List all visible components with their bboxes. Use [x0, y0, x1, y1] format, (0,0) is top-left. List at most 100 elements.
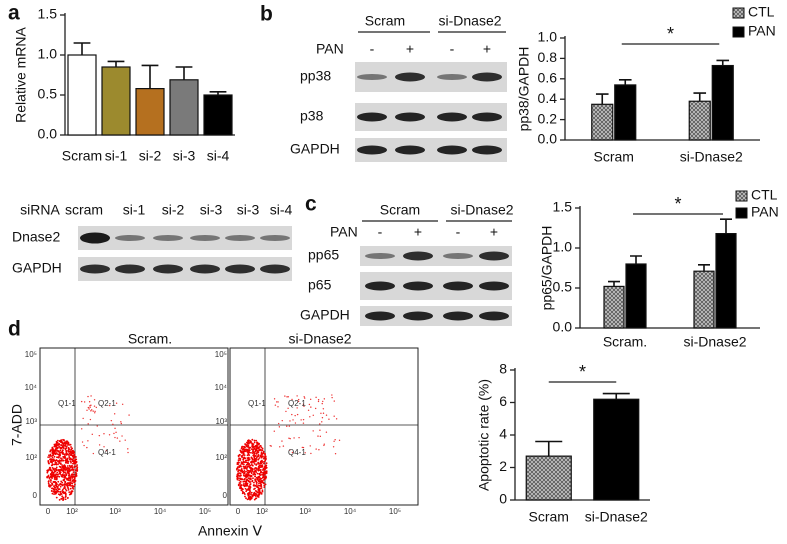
blot-band	[437, 112, 467, 122]
bar	[67, 54, 97, 136]
flow-plot	[39, 347, 229, 506]
flow-dot	[62, 471, 65, 474]
flow-dot	[66, 465, 69, 467]
flow-dot	[68, 491, 71, 494]
flow-dot	[92, 452, 95, 455]
flow-dot	[58, 456, 60, 459]
flow-dot	[56, 439, 59, 442]
flow-dot	[285, 410, 287, 413]
blot-lane-label: scram	[65, 202, 103, 218]
flow-dot	[257, 443, 260, 446]
flow-dot	[50, 474, 53, 477]
flow-dot	[88, 408, 90, 410]
flow-dot	[53, 467, 55, 470]
flow-dot	[288, 437, 290, 439]
flow-y-tick: 10²	[215, 453, 227, 462]
flow-dot	[53, 455, 56, 458]
flow-dot	[237, 474, 240, 477]
flow-dot	[331, 394, 333, 396]
flow-dot	[252, 446, 255, 448]
flow-dot	[281, 440, 283, 442]
flow-dot	[57, 450, 60, 453]
flow-dot	[245, 473, 248, 476]
flow-dot	[52, 490, 55, 493]
flow-dot	[59, 472, 62, 475]
flow-dot	[247, 465, 250, 468]
flow-dot	[50, 460, 52, 463]
blot-row-label: pp65	[308, 247, 339, 263]
flow-dot	[255, 439, 258, 442]
flow-dot	[260, 477, 263, 480]
flow-dot	[237, 455, 240, 458]
flow-dot	[55, 473, 58, 476]
flow-dot	[51, 473, 53, 476]
flow-dot	[297, 398, 300, 401]
flow-dot	[319, 429, 321, 431]
flow-dot	[61, 467, 63, 470]
blot-band	[80, 264, 110, 274]
flow-dot	[72, 450, 75, 453]
flow-dot	[245, 480, 248, 483]
flow-dot	[335, 418, 338, 420]
flow-dot	[331, 396, 333, 399]
flow-dot	[322, 408, 325, 410]
flow-dot	[92, 410, 94, 412]
flow-dot	[248, 446, 251, 449]
quadrant-label: Q1-1	[58, 399, 76, 408]
flow-dot	[251, 479, 254, 482]
flow-dot	[110, 419, 113, 422]
flow-dot	[75, 465, 77, 468]
blot-band	[365, 281, 395, 291]
flow-dot	[70, 474, 73, 476]
flow-dot	[57, 484, 60, 487]
flow-dot	[257, 462, 260, 465]
flow-dot	[67, 467, 70, 470]
flow-dot	[67, 449, 69, 452]
flow-dot	[67, 462, 69, 465]
flow-dot	[239, 454, 241, 456]
flow-dot	[263, 486, 266, 488]
flow-dot	[309, 445, 311, 447]
blot-band	[190, 235, 220, 241]
flow-dot	[252, 477, 254, 480]
flow-dot	[52, 460, 55, 463]
flow-dot	[113, 413, 116, 415]
flow-dot	[259, 454, 262, 457]
flow-dot	[279, 446, 281, 448]
treatment-label: PAN	[330, 224, 358, 240]
blot-row-label: p65	[308, 277, 332, 293]
flow-dot	[90, 395, 92, 397]
flow-dot	[60, 492, 62, 495]
flow-dot	[254, 450, 257, 453]
flow-dot	[61, 449, 64, 452]
blot-row-label: pp38	[300, 68, 331, 84]
flow-x-tick: 10⁵	[199, 507, 211, 516]
flow-dot	[49, 466, 52, 469]
flow-dot	[263, 484, 266, 487]
flow-dot	[262, 450, 265, 453]
blot-row-label: GAPDH	[12, 260, 62, 276]
flow-dot	[262, 475, 265, 478]
flow-dot	[56, 471, 59, 474]
flow-dot	[322, 412, 325, 414]
treatment-sign: +	[414, 224, 422, 240]
flow-dot	[55, 496, 58, 499]
flow-dot	[332, 446, 335, 448]
flow-dot	[256, 477, 259, 480]
flow-dot	[250, 475, 253, 477]
y-tick-label: 0.8	[538, 49, 558, 65]
flow-dot	[245, 483, 247, 486]
legend-swatch	[732, 26, 745, 38]
flow-dot	[56, 456, 58, 459]
flow-dot	[248, 449, 251, 452]
flow-dot	[262, 452, 265, 455]
flow-dot	[242, 461, 245, 463]
flow-dot	[259, 473, 261, 475]
flow-dot	[274, 404, 277, 406]
flow-dot	[245, 461, 248, 464]
flow-dot	[55, 469, 58, 472]
flow-dot	[65, 445, 68, 448]
flow-dot	[258, 482, 260, 485]
y-tick-label: 0.0	[538, 131, 558, 147]
flow-dot	[73, 478, 76, 481]
